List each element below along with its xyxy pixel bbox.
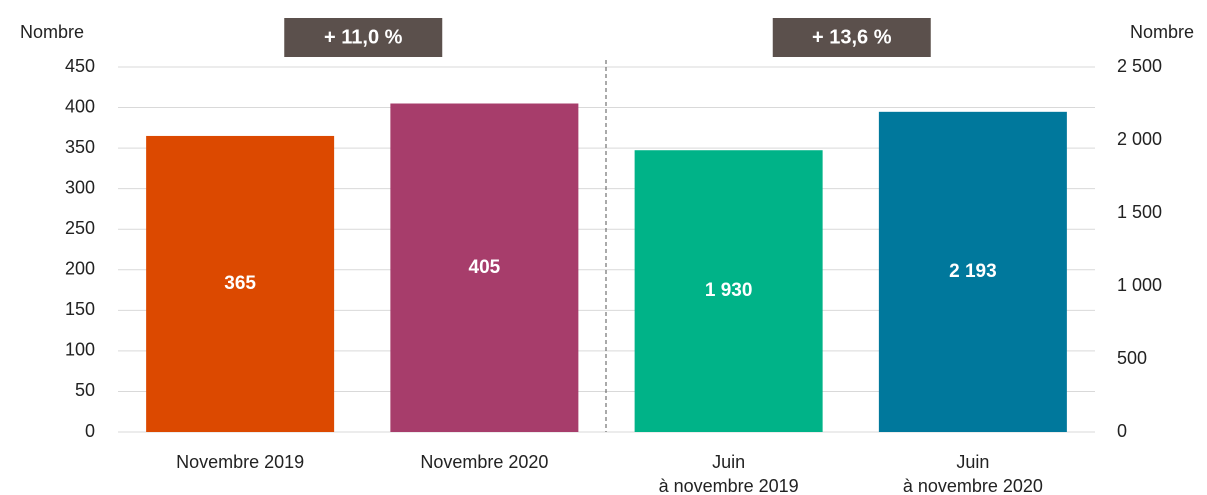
value-label: 365 <box>224 273 256 294</box>
x-tick-label: Juin à novembre 2020 <box>903 452 1043 495</box>
y2-axis-label: Nombre <box>1130 22 1194 42</box>
y2-tick-label: 2 500 <box>1117 56 1162 76</box>
annotation: + 11,0 % <box>324 26 403 48</box>
y2-tick-label: 1 000 <box>1117 275 1162 295</box>
y2-tick-label: 0 <box>1117 421 1127 441</box>
bar <box>390 103 579 432</box>
annotation: + 13,6 % <box>812 26 892 48</box>
value-label: 2 193 <box>949 261 997 282</box>
y-tick-label: 50 <box>75 380 95 400</box>
x-tick-label: Novembre 2019 <box>176 452 304 472</box>
y-tick-label: 400 <box>65 96 95 116</box>
y-tick-label: 300 <box>65 177 95 197</box>
value-label: 405 <box>469 257 501 278</box>
y2-tick-label: 2 000 <box>1117 129 1162 149</box>
y-tick-label: 200 <box>65 259 95 279</box>
y-tick-label: 250 <box>65 218 95 238</box>
y-tick-label: 350 <box>65 137 95 157</box>
y2-tick-label: 500 <box>1117 348 1147 368</box>
bar <box>878 111 1067 433</box>
y2-tick-label: 1 500 <box>1117 202 1162 222</box>
y-tick-label: 450 <box>65 56 95 76</box>
y-tick-label: 150 <box>65 299 95 319</box>
y-tick-label: 100 <box>65 340 95 360</box>
x-tick-label: Juin à novembre 2019 <box>659 452 799 495</box>
x-tick-label: Novembre 2020 <box>420 452 548 472</box>
y-tick-label: 0 <box>85 421 95 441</box>
bar <box>146 135 335 432</box>
value-label: 1 930 <box>705 280 753 301</box>
bar <box>634 150 823 432</box>
y-axis-label: Nombre <box>20 22 84 42</box>
annotation-box <box>772 18 931 57</box>
annotation-box <box>284 18 443 57</box>
